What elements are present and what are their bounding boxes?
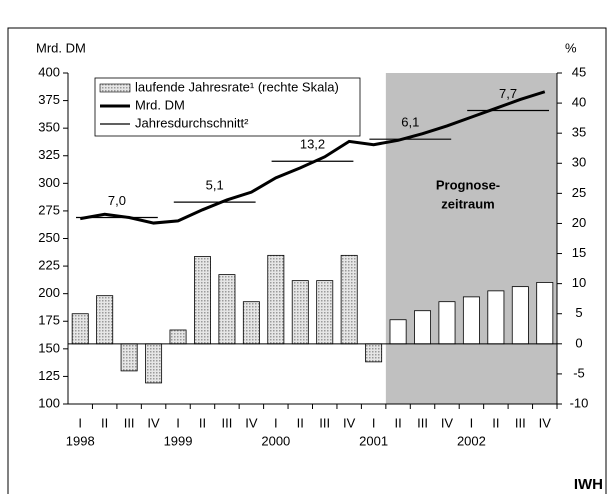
annual-growth-label: 7,0 <box>108 193 126 208</box>
x-tick-label: IV <box>539 415 552 430</box>
x-tick-label: II <box>492 415 499 430</box>
bar <box>414 310 431 345</box>
x-tick-label: II <box>297 415 304 430</box>
bar <box>511 286 529 345</box>
y-tick-label: 150 <box>38 340 60 355</box>
y2-tick-label: 0 <box>575 335 582 350</box>
y-tick-label: 225 <box>38 258 60 273</box>
x-tick-label: I <box>176 415 180 430</box>
y-tick-label: 125 <box>38 368 60 383</box>
bar <box>267 254 285 345</box>
source: IWH <box>574 476 603 493</box>
y-tick-label: 175 <box>38 313 60 328</box>
bar <box>218 274 236 345</box>
y-tick-label: 375 <box>38 92 60 107</box>
bar <box>120 343 138 372</box>
y2-tick-label: 5 <box>575 305 582 320</box>
x-tick-label: III <box>515 415 526 430</box>
y-axis-label: Mrd. DM <box>36 40 86 55</box>
x-tick-label: IV <box>343 415 356 430</box>
x-tick-label: I <box>274 415 278 430</box>
legend-label: Mrd. DM <box>135 97 185 112</box>
year-label: 2001 <box>359 433 388 448</box>
year-label: 2000 <box>261 433 290 448</box>
legend-label: Jahresdurchschnitt² <box>135 115 249 130</box>
x-tick-label: III <box>417 415 428 430</box>
x-tick-label: I <box>372 415 376 430</box>
forecast-label: Prognose- <box>436 177 500 192</box>
annual-growth-label: 13,2 <box>300 137 325 152</box>
legend-box <box>94 77 361 137</box>
y2-tick-label: 10 <box>572 275 586 290</box>
annual-growth-label: 7,7 <box>499 86 517 101</box>
annual-growth-label: 6,1 <box>401 115 419 130</box>
bar <box>71 313 89 345</box>
bar <box>340 254 358 345</box>
y-tick-label: 275 <box>38 202 60 217</box>
frame <box>7 27 607 494</box>
forecast-label: zeitraum <box>441 196 494 211</box>
y2-tick-label: 30 <box>572 155 586 170</box>
y-tick-label: 300 <box>38 175 60 190</box>
bar <box>291 280 309 345</box>
y-tick-label: 325 <box>38 147 60 162</box>
bar <box>438 301 456 345</box>
annual-growth-label: 5,1 <box>206 178 224 193</box>
x-tick-label: IV <box>245 415 258 430</box>
bar <box>462 296 480 345</box>
y2-tick-label: 45 <box>572 64 586 79</box>
x-tick-label: I <box>78 415 82 430</box>
bar <box>316 280 334 345</box>
y2-tick-label: 25 <box>572 185 586 200</box>
legend-swatch <box>99 83 131 93</box>
bar <box>242 301 260 345</box>
bar <box>194 256 211 345</box>
x-tick-label: III <box>124 415 135 430</box>
y-tick-label: 350 <box>38 120 60 135</box>
y2-tick-label: -5 <box>573 365 585 380</box>
year-label: 1999 <box>164 433 193 448</box>
y-tick-label: 200 <box>38 285 60 300</box>
bar <box>145 343 163 384</box>
bar <box>169 329 187 345</box>
x-tick-label: II <box>394 415 401 430</box>
y2-tick-label: 40 <box>572 95 586 110</box>
x-tick-label: IV <box>441 415 454 430</box>
year-label: 1998 <box>66 433 95 448</box>
y2-axis-label: % <box>565 40 577 55</box>
x-tick-label: III <box>319 415 330 430</box>
x-tick-label: II <box>199 415 206 430</box>
y2-tick-label: 20 <box>572 215 586 230</box>
y2-tick-label: -10 <box>570 395 589 410</box>
x-tick-label: III <box>222 415 233 430</box>
bar <box>96 295 114 345</box>
forecast-shade <box>385 73 557 404</box>
legend-label: laufende Jahresrate¹ (rechte Skala) <box>135 79 339 94</box>
x-tick-label: II <box>101 415 108 430</box>
y2-tick-label: 15 <box>572 245 586 260</box>
y2-tick-label: 35 <box>572 125 586 140</box>
year-label: 2002 <box>457 433 486 448</box>
y-tick-label: 400 <box>38 64 60 79</box>
x-tick-label: IV <box>147 415 160 430</box>
line <box>79 90 546 225</box>
bar <box>365 343 383 363</box>
y-tick-label: 250 <box>38 230 60 245</box>
bar <box>536 282 554 345</box>
x-tick-label: I <box>470 415 474 430</box>
bar <box>487 290 505 345</box>
y-tick-label: 100 <box>38 395 60 410</box>
bar <box>389 319 407 345</box>
